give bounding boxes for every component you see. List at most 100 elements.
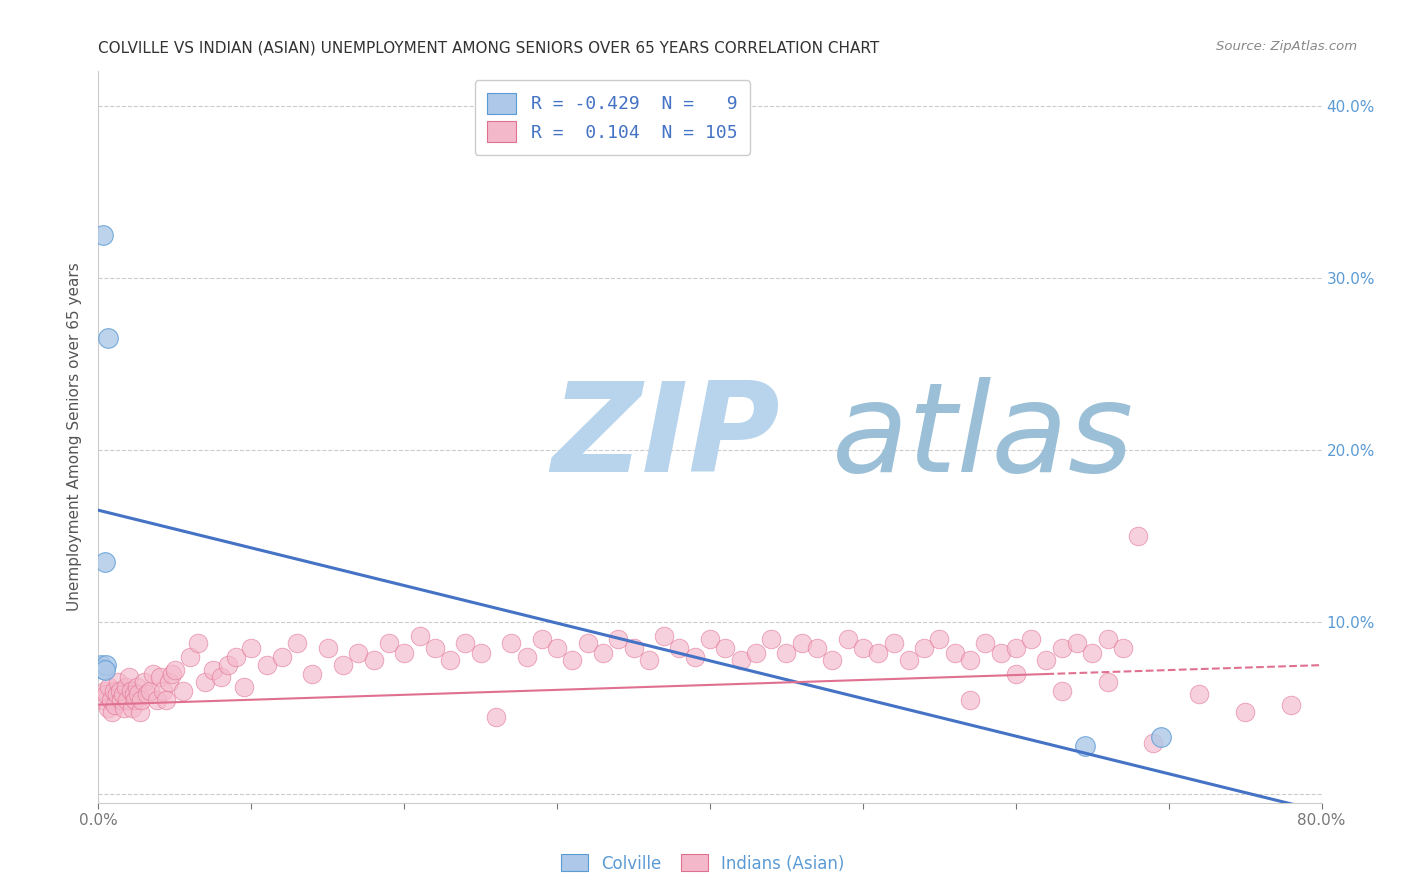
Point (97, 331, 120, 345)
Point (1279, 698, 1302, 712)
Point (990, 646, 1012, 660)
Point (115, 681, 138, 695)
Point (652, 629, 675, 643)
Point (122, 687, 145, 701)
Point (93, 663, 115, 677)
Point (91, 662, 114, 676)
Point (868, 646, 890, 660)
Point (607, 632, 630, 647)
Point (485, 710, 508, 724)
Point (1050, 640, 1073, 655)
Point (837, 632, 859, 647)
Point (128, 705, 150, 719)
Point (912, 640, 935, 655)
Point (285, 636, 308, 650)
Point (1019, 632, 1042, 647)
Point (301, 666, 323, 681)
Point (1142, 735, 1164, 749)
Point (790, 636, 813, 650)
Point (232, 681, 254, 695)
Text: atlas: atlas (832, 376, 1135, 498)
Point (101, 705, 124, 719)
Point (97, 701, 120, 715)
Point (332, 658, 354, 673)
Point (163, 663, 186, 677)
Point (256, 658, 278, 673)
Point (730, 653, 752, 667)
Point (745, 646, 768, 660)
Point (347, 646, 370, 660)
Point (111, 687, 134, 701)
Point (187, 636, 209, 650)
Point (117, 692, 139, 706)
Point (134, 675, 156, 690)
Point (217, 658, 239, 673)
Point (209, 670, 232, 684)
Point (100, 692, 122, 706)
Point (125, 681, 148, 695)
Text: COLVILLE VS INDIAN (ASIAN) UNEMPLOYMENT AMONG SENIORS OVER 65 YEARS CORRELATION : COLVILLE VS INDIAN (ASIAN) UNEMPLOYMENT … (98, 40, 880, 55)
Point (103, 684, 125, 698)
Point (172, 684, 194, 698)
Point (1150, 731, 1173, 745)
Point (1050, 684, 1073, 698)
Point (155, 692, 177, 706)
Point (699, 632, 721, 647)
Point (378, 636, 401, 650)
Point (270, 649, 292, 664)
Point (127, 687, 149, 701)
Point (546, 640, 568, 655)
Point (530, 632, 553, 647)
Point (928, 632, 950, 647)
Point (1004, 640, 1026, 655)
Point (852, 640, 875, 655)
Point (124, 692, 146, 706)
Point (90, 658, 112, 673)
Point (439, 653, 461, 667)
Point (454, 636, 477, 650)
Point (974, 636, 997, 650)
Point (110, 692, 132, 706)
Point (470, 646, 492, 660)
Point (240, 640, 263, 655)
Point (91, 227, 114, 242)
Point (194, 675, 217, 690)
Point (668, 640, 690, 655)
Point (714, 640, 737, 655)
Point (408, 629, 430, 643)
Point (1128, 529, 1150, 543)
Point (943, 646, 966, 660)
Point (157, 675, 180, 690)
Point (91, 692, 114, 706)
Point (806, 640, 828, 655)
Point (139, 684, 162, 698)
Point (501, 636, 523, 650)
Point (316, 640, 339, 655)
Point (821, 653, 844, 667)
Y-axis label: Unemployment Among Seniors over 65 years: Unemployment Among Seniors over 65 years (67, 263, 83, 611)
Point (959, 692, 981, 706)
Text: ZIP: ZIP (551, 376, 780, 498)
Point (1112, 640, 1135, 655)
Point (94, 658, 117, 673)
Point (392, 646, 416, 660)
Point (959, 653, 981, 667)
Point (592, 646, 614, 660)
Point (1234, 705, 1257, 719)
Point (152, 684, 174, 698)
Point (129, 692, 152, 706)
Point (363, 653, 385, 667)
Point (423, 640, 446, 655)
Point (118, 670, 141, 684)
Point (1066, 636, 1088, 650)
Point (1035, 653, 1057, 667)
Point (1073, 739, 1095, 753)
Point (145, 692, 167, 706)
Point (759, 632, 782, 647)
Point (225, 649, 247, 664)
Text: Source: ZipAtlas.com: Source: ZipAtlas.com (1216, 40, 1357, 54)
Point (1081, 646, 1104, 660)
Point (149, 670, 172, 684)
Point (93, 555, 115, 569)
Point (623, 640, 645, 655)
